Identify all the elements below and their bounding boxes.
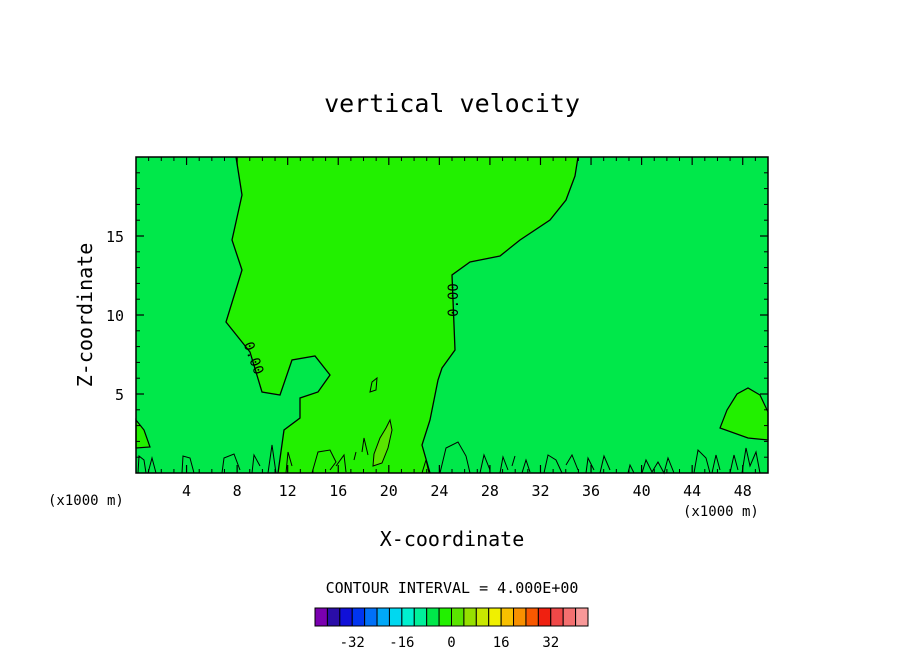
y-tick-label: 10 (106, 307, 124, 325)
plot-area: 0.00 0.00 (135, 156, 769, 475)
y-tick-marks (136, 172, 768, 458)
colorbar-cell (525, 607, 539, 627)
colorbar-cell (550, 607, 564, 627)
x-tick-label: 12 (279, 482, 297, 500)
contour-label-right: 0.00 (446, 283, 462, 317)
colorbar-cell (562, 607, 577, 627)
small-contour-blob (369, 376, 378, 393)
colorbar-tick-label: -16 (389, 635, 414, 651)
colorbar-cell (339, 607, 353, 627)
colorbar-labels: -32 -16 0 16 32 (340, 635, 560, 651)
x-axis-title: X-coordinate (380, 527, 525, 551)
colorbar-cell (388, 607, 403, 627)
zero-contour-line (225, 156, 579, 474)
y-tick-label: 15 (106, 228, 124, 246)
surface-contour-noise (137, 437, 761, 475)
right-edge-lobe (719, 387, 769, 441)
x-tick-label: 32 (531, 482, 549, 500)
colorbar-cell (364, 607, 378, 627)
colorbar-cell (351, 607, 366, 627)
contour-interval-text: CONTOUR INTERVAL = 4.000E+00 (326, 579, 579, 597)
colorbar-tick-label: 16 (493, 635, 510, 651)
x-tick-label: 16 (329, 482, 347, 500)
y-axis-title-group: Z-coordinate (73, 243, 97, 388)
colorbar-cell (376, 607, 390, 627)
colorbar-cell (513, 607, 527, 627)
y-tick-label: 5 (115, 386, 124, 404)
x-tick-label: 48 (734, 482, 752, 500)
colorbar-cell (426, 607, 440, 627)
x-tick-label: 24 (430, 482, 448, 500)
colorbar (314, 607, 589, 627)
x-tick-label: 4 (182, 482, 191, 500)
colorbar-cell (451, 607, 465, 627)
colorbar-cell (326, 607, 341, 627)
colorbar-tick-label: 0 (447, 635, 455, 651)
colorbar-cell (488, 607, 502, 627)
x-tick-marks (148, 157, 756, 473)
updraft-core (372, 418, 393, 467)
x-unit-left: (x1000 m) (48, 493, 124, 509)
colorbar-cell (401, 607, 415, 627)
colorbar-cell (413, 607, 428, 627)
y-tick-labels: 5 10 15 (106, 228, 124, 404)
x-tick-label: 28 (481, 482, 499, 500)
colorbar-cell (438, 607, 453, 627)
x-tick-label: 40 (633, 482, 651, 500)
x-tick-labels: 4 8 12 16 20 24 28 32 36 40 44 48 (182, 482, 752, 500)
colorbar-cell (463, 607, 477, 627)
x-unit-right: (x1000 m) (683, 504, 759, 520)
colorbar-cell (314, 607, 328, 627)
colorbar-cell (500, 607, 515, 627)
contour-label-text: 0.00 (446, 283, 462, 317)
colorbar-cell (575, 607, 589, 627)
colorbar-tick-label: -32 (340, 635, 365, 651)
x-tick-label: 8 (233, 482, 242, 500)
colorbar-cell (475, 607, 490, 627)
colorbar-tick-label: 32 (542, 635, 559, 651)
chart-title: vertical velocity (324, 89, 580, 118)
x-tick-label: 44 (683, 482, 701, 500)
x-tick-label: 36 (582, 482, 600, 500)
y-axis-title: Z-coordinate (73, 243, 97, 388)
colorbar-cell (537, 607, 552, 627)
x-tick-label: 20 (380, 482, 398, 500)
